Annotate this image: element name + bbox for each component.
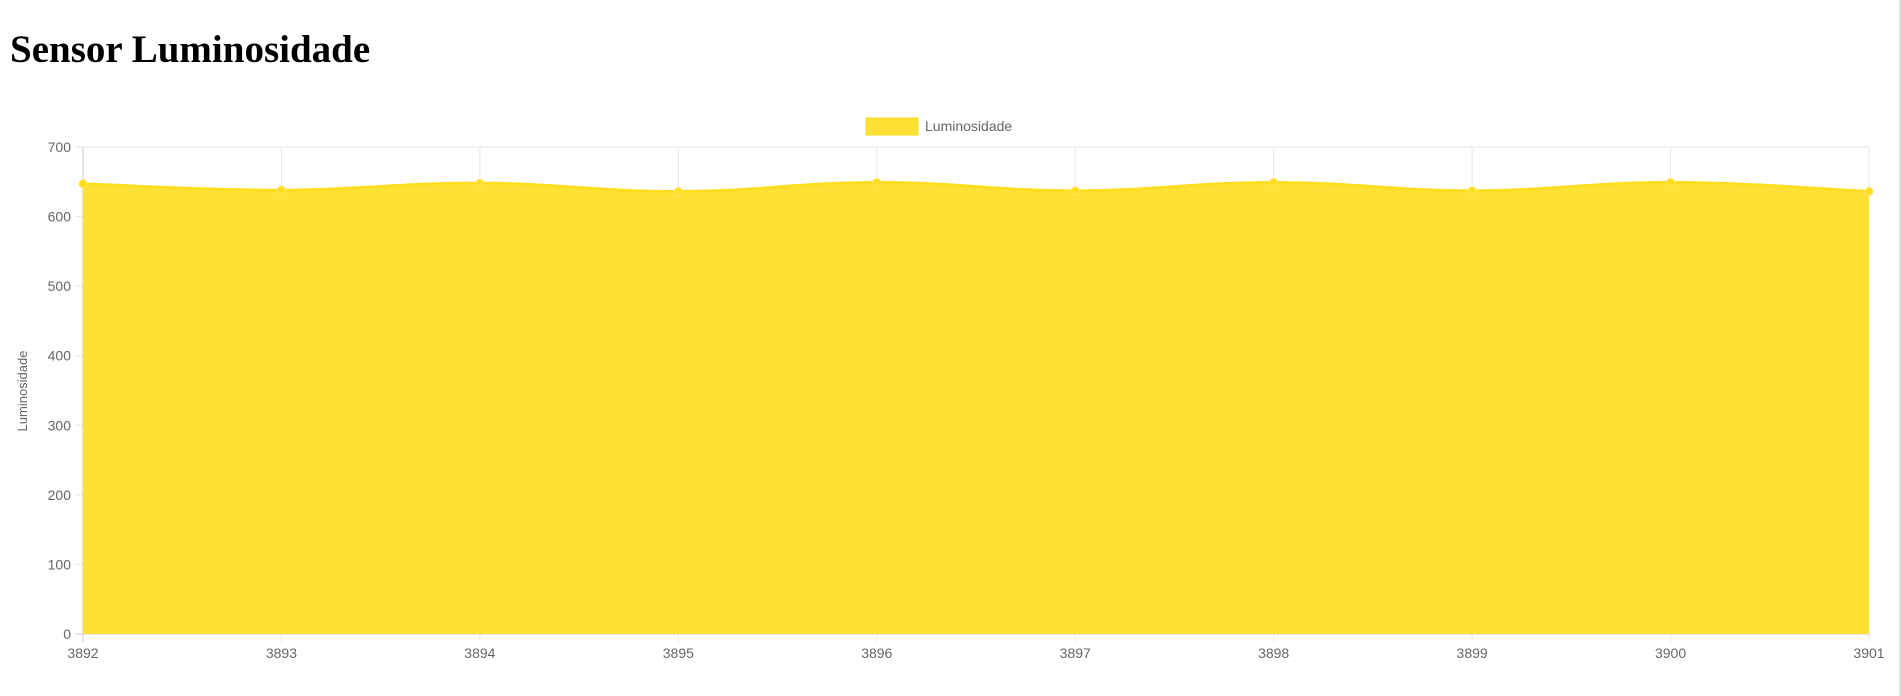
data-point[interactable] [1070,186,1080,196]
y-tick-label: 500 [48,278,72,294]
x-tick-label: 3899 [1457,645,1488,661]
x-axis: 3892 3893 3894 3895 3896 3897 3898 3899 3900 3901 [67,645,1884,661]
y-tick-label: 600 [48,209,72,225]
series-area-fill [83,182,1869,634]
y-tick-label: 100 [48,556,72,572]
y-tick-label: 400 [48,348,72,364]
points-layer [78,177,1874,197]
x-tick-label: 3894 [464,645,495,661]
x-tick-label: 3893 [266,645,297,661]
x-tick-label: 3897 [1060,645,1091,661]
scrollbar-edge [1899,0,1901,696]
y-axis: 0 100 200 300 400 500 600 700 [48,139,72,642]
y-tick-label: 300 [48,417,72,433]
legend-swatch[interactable] [865,117,919,136]
series-line [82,180,1870,194]
data-point[interactable] [872,177,882,187]
data-point[interactable] [1269,177,1279,187]
x-tick-label: 3896 [861,645,892,661]
y-tick-label: 0 [63,626,71,642]
y-tick-label: 700 [48,139,72,155]
y-tick-label: 200 [48,487,72,503]
data-point[interactable] [475,178,485,188]
x-tick-label: 3901 [1853,645,1884,661]
x-tick-label: 3898 [1258,645,1289,661]
data-point[interactable] [276,185,286,195]
legend-label[interactable]: Luminosidade [925,118,1012,134]
page-title: Sensor Luminosidade [10,28,371,71]
data-point[interactable] [1666,177,1676,187]
y-axis-title: Luminosidade [15,351,30,432]
data-point[interactable] [673,187,683,197]
x-tick-label: 3900 [1655,645,1686,661]
legend[interactable]: Luminosidade [865,117,1012,136]
data-point[interactable] [78,179,88,189]
data-point[interactable] [1864,187,1874,197]
data-point[interactable] [1467,186,1477,196]
x-tick-label: 3892 [67,645,98,661]
x-tick-label: 3895 [663,645,694,661]
area-layer [82,180,1870,634]
